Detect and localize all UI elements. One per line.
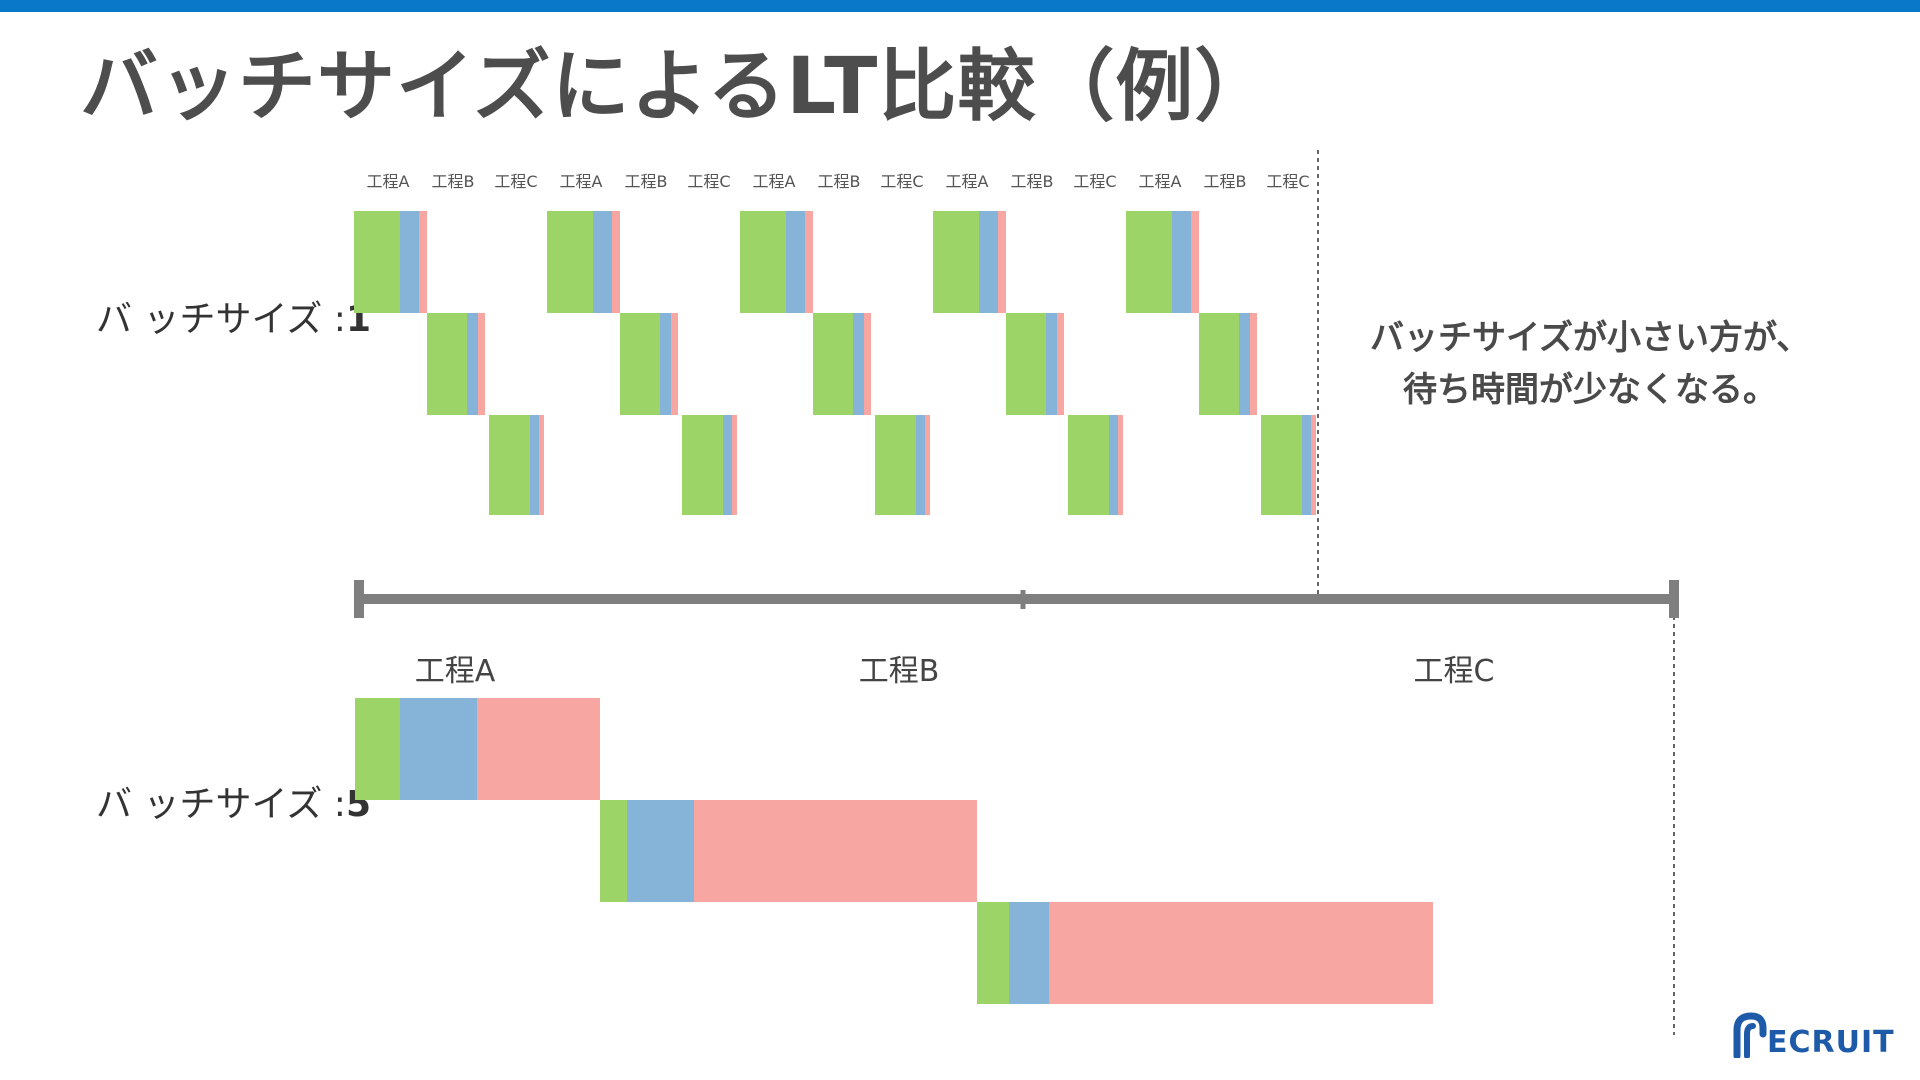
batch5-green-segment — [977, 902, 1009, 1004]
step-a-block-pink — [998, 211, 1006, 313]
step-c-block-pink — [1118, 415, 1123, 515]
step-b-block-blue — [1046, 313, 1057, 415]
column-label: 工程A — [946, 172, 989, 191]
step-c-block-blue — [530, 415, 539, 515]
column-label: 工程C — [687, 172, 730, 191]
step-a-block-green — [354, 211, 400, 313]
batch-size-label-text: バ ッチサイズ : — [96, 299, 346, 340]
step-c-block-blue — [1109, 415, 1118, 515]
column-label: 工程C — [494, 172, 537, 191]
step-c-block-pink — [539, 415, 544, 515]
step-a-block-green — [740, 211, 786, 313]
step-b-block-blue — [467, 313, 478, 415]
step-a-block-pink — [612, 211, 620, 313]
batch5-blue-segment — [1009, 902, 1049, 1004]
batch5-blue-segment — [627, 800, 694, 902]
step-a-block-green — [933, 211, 979, 313]
process-label: 工程A — [415, 654, 496, 689]
step-a-block-pink — [1191, 211, 1199, 313]
process-label: 工程B — [859, 654, 940, 689]
note-line-2: 待ち時間が少なくなる。 — [1403, 370, 1777, 410]
step-b-block-blue — [660, 313, 671, 415]
step-c-block-green — [1261, 415, 1302, 515]
step-b-block-pink — [864, 313, 871, 415]
step-a-block-blue — [786, 211, 805, 313]
column-label: 工程C — [1073, 172, 1116, 191]
top-accent-bar — [0, 0, 1920, 12]
step-b-block-pink — [1250, 313, 1257, 415]
step-a-block-green — [1126, 211, 1172, 313]
step-c-block-green — [489, 415, 530, 515]
step-c-block-green — [682, 415, 723, 515]
step-b-block-pink — [671, 313, 678, 415]
batch-size-1-label: バ ッチサイズ :1 — [96, 290, 371, 342]
column-label: 工程B — [1204, 172, 1247, 191]
step-b-block-green — [1199, 313, 1239, 415]
slide-title: バッチサイズによるLT比較（例） — [80, 42, 1274, 132]
step-c-block-blue — [1302, 415, 1311, 515]
batch5-blue-segment — [400, 698, 477, 800]
step-a-block-blue — [593, 211, 612, 313]
step-b-block-green — [427, 313, 467, 415]
step-b-block-pink — [478, 313, 485, 415]
batch5-pink-segment — [477, 698, 600, 800]
column-label: 工程A — [753, 172, 796, 191]
batch-size-label-text: バ ッチサイズ : — [96, 784, 346, 825]
step-b-block-green — [620, 313, 660, 415]
step-c-block-blue — [723, 415, 732, 515]
column-label: 工程C — [1266, 172, 1309, 191]
batch-size-5-label: バ ッチサイズ :5 — [96, 775, 371, 827]
step-b-block-green — [1006, 313, 1046, 415]
step-a-block-blue — [979, 211, 998, 313]
step-c-block-pink — [1311, 415, 1316, 515]
process-label: 工程C — [1414, 654, 1495, 689]
step-c-block-pink — [925, 415, 930, 515]
column-label: 工程B — [1011, 172, 1054, 191]
step-b-block-blue — [853, 313, 864, 415]
step-a-block-green — [547, 211, 593, 313]
recruit-logo-text: ECRUIT — [1767, 1025, 1895, 1060]
step-a-block-blue — [1172, 211, 1191, 313]
batch5-pink-segment — [694, 800, 977, 902]
step-c-block-pink — [732, 415, 737, 515]
column-label: 工程A — [560, 172, 603, 191]
batch5-pink-segment — [1049, 902, 1433, 1004]
step-b-block-blue — [1239, 313, 1250, 415]
batch5-green-segment — [600, 800, 627, 902]
recruit-logo: ECRUIT — [1733, 1012, 1895, 1058]
column-label: 工程A — [1139, 172, 1182, 191]
column-label: 工程C — [880, 172, 923, 191]
step-c-block-blue — [916, 415, 925, 515]
column-label: 工程B — [818, 172, 861, 191]
note-line-1: バッチサイズが小さい方が、 — [1370, 318, 1811, 358]
column-label: 工程A — [367, 172, 410, 191]
recruit-logo-mark-icon — [1733, 1012, 1767, 1058]
step-c-block-green — [875, 415, 916, 515]
batch5-green-segment — [355, 698, 400, 800]
step-a-block-pink — [419, 211, 427, 313]
step-b-block-pink — [1057, 313, 1064, 415]
step-c-block-green — [1068, 415, 1109, 515]
step-a-block-pink — [805, 211, 813, 313]
column-label: 工程B — [432, 172, 475, 191]
step-b-block-green — [813, 313, 853, 415]
step-a-block-blue — [400, 211, 419, 313]
conclusion-note: バッチサイズが小さい方が、 待ち時間が少なくなる。 — [1370, 312, 1810, 416]
column-label: 工程B — [625, 172, 668, 191]
